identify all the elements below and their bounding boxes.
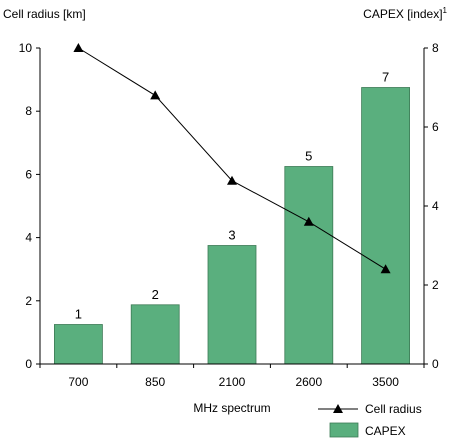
y-right-tick-label-2: 4 [432, 199, 439, 213]
legend-bar-swatch [329, 422, 359, 438]
y-left-tick-label-2: 4 [25, 231, 32, 245]
y-left-tick-label-1: 2 [25, 294, 32, 308]
y-left-tick-label-0: 0 [25, 357, 32, 371]
y-left-tick-label-4: 8 [25, 104, 32, 118]
x-tick-label-4: 3500 [372, 375, 399, 389]
x-tick-label-0: 700 [68, 375, 88, 389]
line-point-4 [380, 264, 391, 274]
line-point-3 [303, 216, 314, 226]
y-right-tick-label-4: 8 [432, 41, 439, 55]
x-tick-label-3: 2600 [295, 375, 322, 389]
line-point-1 [150, 90, 161, 100]
bar-data-label-4: 7 [382, 70, 389, 85]
y-right-axis-title: CAPEX [index]1 [363, 6, 447, 21]
y-left-axis-title: Cell radius [km] [3, 7, 86, 21]
line-point-0 [73, 43, 84, 52]
bar-0 [54, 324, 103, 365]
legend: Cell radius CAPEX [318, 402, 422, 438]
y-right-tick-label-1: 2 [432, 278, 439, 292]
y-right-axis-title-main: CAPEX [index] [363, 7, 442, 21]
y-right-tick-label-3: 6 [432, 120, 439, 134]
legend-line-marker [333, 404, 343, 413]
y-right-axis-title-sup: 1 [443, 6, 448, 15]
bar-3 [284, 166, 334, 365]
y-left-tick-label-3: 6 [25, 167, 32, 181]
legend-line-label: Cell radius [365, 402, 422, 416]
bar-1 [130, 304, 180, 365]
bar-data-label-3: 5 [305, 149, 312, 164]
bar-2 [207, 245, 257, 365]
x-tick-label-1: 850 [145, 375, 165, 389]
y-right-tick-label-0: 0 [432, 357, 439, 371]
bar-data-label-0: 1 [75, 307, 82, 322]
plot-area: 1 2 3 5 7 0 2 4 6 8 10 0 2 4 6 8 700 850 2100 2600 3500 [19, 41, 439, 389]
bar-data-label-2: 3 [228, 228, 235, 243]
bar-data-label-1: 2 [152, 287, 159, 302]
legend-bar-label: CAPEX [365, 424, 406, 438]
y-left-tick-label-5: 10 [19, 41, 33, 55]
x-tick-label-2: 2100 [219, 375, 246, 389]
bar-4 [361, 87, 411, 365]
x-axis-title: MHz spectrum [193, 401, 270, 415]
line-point-2 [227, 175, 237, 185]
